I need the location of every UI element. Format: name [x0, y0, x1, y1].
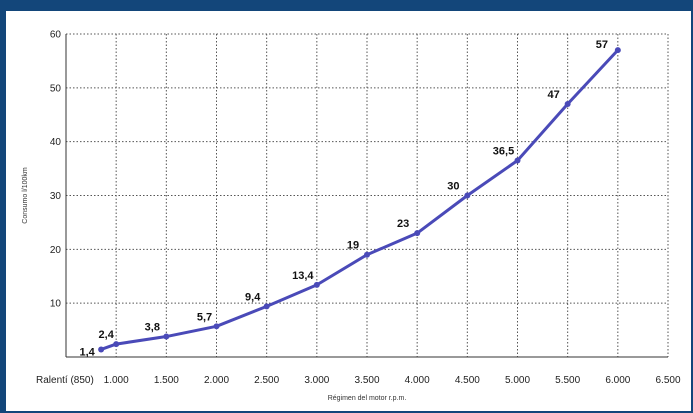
- x-tick-label: 2.000: [204, 375, 229, 386]
- data-point: [514, 157, 521, 164]
- data-point: [263, 303, 270, 310]
- data-point: [98, 346, 105, 353]
- data-label: 3,8: [145, 322, 160, 334]
- data-point: [614, 47, 621, 54]
- data-label: 47: [548, 89, 560, 101]
- x-tick-label: 3.000: [304, 375, 329, 386]
- data-label: 5,7: [197, 311, 212, 323]
- x-axis-title: Régimen del motor r.p.m.: [328, 395, 407, 402]
- y-tick-label: 20: [50, 245, 62, 256]
- data-label: 9,4: [245, 291, 261, 303]
- data-point: [464, 192, 471, 199]
- x-tick-label: 2.500: [254, 375, 279, 386]
- x-tick-label: 4.000: [405, 375, 430, 386]
- data-label: 57: [596, 39, 608, 51]
- header-tab: [663, 0, 693, 11]
- x-tick-label: 5.500: [555, 375, 580, 386]
- x-tick-label: 6.500: [655, 375, 680, 386]
- data-point: [414, 230, 421, 237]
- x-tick-label: 4.500: [455, 375, 480, 386]
- data-label: 30: [447, 181, 459, 193]
- data-point: [564, 100, 571, 107]
- data-label: 2,4: [99, 329, 115, 341]
- series-group: 1,4 2,4 3,8 5,7 9,4 13,4 19 23 30 36,5 47 57: [79, 39, 621, 358]
- data-point: [113, 341, 120, 348]
- data-point: [313, 281, 320, 288]
- y-axis-title: Consumo l/100km: [22, 167, 29, 224]
- x-tick-label: Ralentí (850): [36, 375, 94, 386]
- data-label: 1,4: [79, 346, 95, 358]
- grid: [66, 33, 669, 357]
- y-tick-label: 10: [50, 299, 62, 310]
- x-tick-label: 3.500: [354, 375, 379, 386]
- x-tick-label: 6.000: [605, 375, 630, 386]
- x-tick-label: 1.000: [104, 375, 129, 386]
- data-point: [163, 333, 170, 340]
- data-label: 23: [397, 218, 409, 230]
- data-label: 36,5: [493, 146, 514, 158]
- x-tick-label: 1.500: [154, 375, 179, 386]
- y-tick-label: 30: [50, 191, 62, 202]
- y-axis-ticks: 10 20 30 40 50 60: [50, 30, 62, 310]
- data-label: 13,4: [292, 270, 314, 282]
- data-point: [364, 251, 370, 258]
- series-line: [100, 49, 619, 351]
- axes: [65, 34, 668, 358]
- x-tick-label: 5.000: [505, 375, 530, 386]
- y-tick-label: 40: [50, 137, 62, 148]
- x-axis-ticks: Ralentí (850) 1.000 1.500 2.000 2.500 3.000 3.…: [36, 375, 681, 386]
- data-point: [213, 323, 220, 330]
- y-tick-label: 50: [50, 83, 62, 94]
- data-label: 19: [347, 240, 359, 252]
- y-tick-label: 60: [50, 30, 62, 41]
